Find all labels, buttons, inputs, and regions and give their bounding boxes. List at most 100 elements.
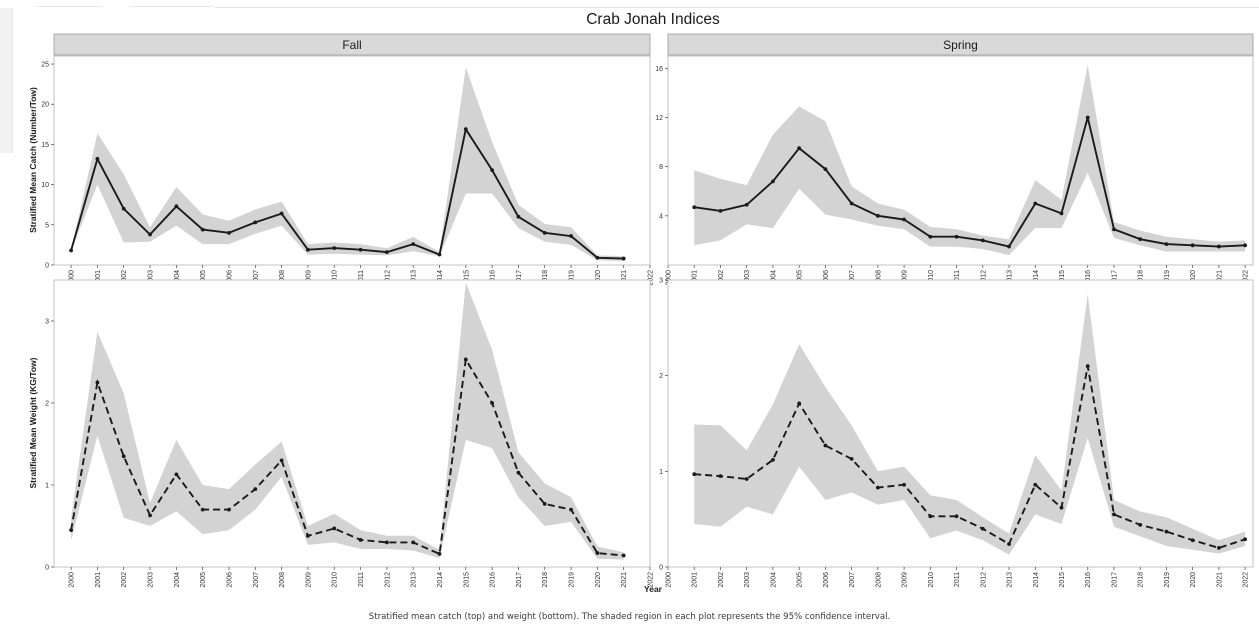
x-tick-label: 2021	[621, 572, 628, 588]
data-point	[1085, 364, 1090, 368]
data-point	[490, 168, 495, 173]
data-point	[358, 538, 363, 542]
top-rule-tab	[130, 6, 214, 7]
data-point	[595, 551, 600, 555]
x-tick-label: 2021	[1216, 572, 1223, 588]
data-point	[569, 234, 573, 238]
confidence-ribbon	[71, 67, 624, 261]
y-tick-label: 2	[659, 373, 663, 380]
data-point	[437, 551, 442, 556]
x-tick-label: 2022	[1243, 572, 1250, 588]
y-tick-label: 3	[659, 278, 663, 285]
y-tick-label: 0	[45, 565, 49, 572]
x-tick-label: 2010	[332, 572, 339, 588]
data-point	[849, 201, 854, 206]
x-tick-label: 2017	[1112, 270, 1119, 286]
y-tick-label: 10	[41, 182, 49, 189]
y-tick-label: 20	[41, 102, 49, 109]
data-point	[823, 443, 828, 448]
x-tick-label: 2013	[1007, 270, 1014, 286]
data-point	[227, 507, 231, 512]
x-tick-label: 2005	[200, 572, 207, 588]
data-point	[253, 220, 258, 225]
x-tick-label: 2005	[797, 572, 804, 588]
data-point	[516, 214, 521, 219]
data-point	[797, 401, 802, 406]
y-tick-label: 25	[41, 62, 49, 69]
series-line	[694, 365, 1246, 549]
data-point	[200, 507, 205, 512]
x-tick-label: 2005	[797, 270, 804, 286]
data-point	[1033, 482, 1038, 487]
y-tick-label: 5	[45, 222, 49, 229]
y-tick-label: 4	[659, 213, 663, 220]
x-tick-label: 2017	[516, 572, 523, 588]
x-tick-label: 2019	[569, 572, 576, 588]
data-point	[463, 127, 468, 132]
data-point	[1190, 538, 1195, 543]
data-point	[771, 179, 775, 184]
x-tick-label: 2014	[437, 572, 444, 588]
data-point	[411, 540, 416, 545]
chart-title: Crab Jonah Indices	[586, 11, 720, 28]
x-tick-label: 2002	[121, 270, 128, 286]
data-point	[1007, 244, 1011, 249]
data-point	[718, 209, 723, 213]
x-tick-label: 2008	[279, 572, 286, 588]
data-point	[306, 247, 310, 252]
x-tick-label: 2004	[174, 572, 181, 588]
x-tick-label: 2017	[1112, 572, 1119, 588]
x-tick-label: 2011	[358, 270, 365, 285]
data-point	[279, 211, 284, 216]
data-point	[332, 246, 337, 251]
x-tick-label: 2008	[279, 270, 286, 286]
x-tick-label: 2012	[980, 572, 987, 588]
x-tick-label: 2003	[148, 572, 155, 588]
data-point	[718, 474, 723, 479]
x-tick-label: 2007	[849, 270, 856, 286]
x-tick-label: 2014	[1033, 572, 1040, 588]
x-tick-label: 2009	[305, 270, 312, 286]
data-point	[692, 472, 697, 477]
x-tick-label: 2010	[332, 270, 339, 286]
data-point	[148, 232, 152, 237]
data-point	[1138, 237, 1143, 242]
x-tick-label: 2017	[516, 270, 523, 286]
x-tick-label: 2020	[1190, 572, 1197, 588]
data-point	[595, 255, 600, 260]
data-point	[797, 146, 802, 151]
facet-strip	[667, 33, 1254, 56]
y-tick-label: 2	[45, 401, 49, 408]
x-tick-label: 2001	[692, 270, 699, 286]
y-tick-label: 15	[41, 142, 49, 149]
data-point	[490, 401, 495, 405]
x-tick-label: 2014	[1033, 270, 1040, 286]
data-point	[463, 357, 468, 362]
data-point	[516, 470, 521, 475]
y-tick-label: 12	[655, 115, 663, 122]
data-point	[358, 247, 363, 252]
data-point	[1059, 211, 1064, 216]
x-tick-label: 2002	[718, 572, 725, 588]
x-tick-label: 2003	[744, 270, 751, 286]
data-point	[227, 230, 231, 235]
data-point	[411, 242, 416, 247]
data-point	[332, 526, 337, 531]
x-tick-label: 2018	[542, 270, 549, 286]
data-point	[744, 477, 749, 481]
data-point	[875, 485, 880, 490]
x-tick-label: 2000	[69, 270, 76, 286]
x-tick-label: 2001	[95, 270, 102, 286]
x-tick-label: 2001	[692, 572, 699, 588]
chart-panel: Fall 0 5 10 15 20 25 2000 2001 2002 2003 2004 2005 20…	[28, 33, 655, 286]
x-tick-label: 2012	[980, 270, 987, 286]
y-tick-label: 0	[45, 263, 49, 270]
x-tick-label: 2022	[648, 572, 655, 588]
series-line	[694, 117, 1246, 248]
x-tick-label: 2015	[463, 572, 470, 588]
top-rule-tab	[36, 6, 102, 7]
x-tick-label: 2002	[718, 270, 725, 286]
x-tick-label: 2007	[253, 270, 260, 286]
